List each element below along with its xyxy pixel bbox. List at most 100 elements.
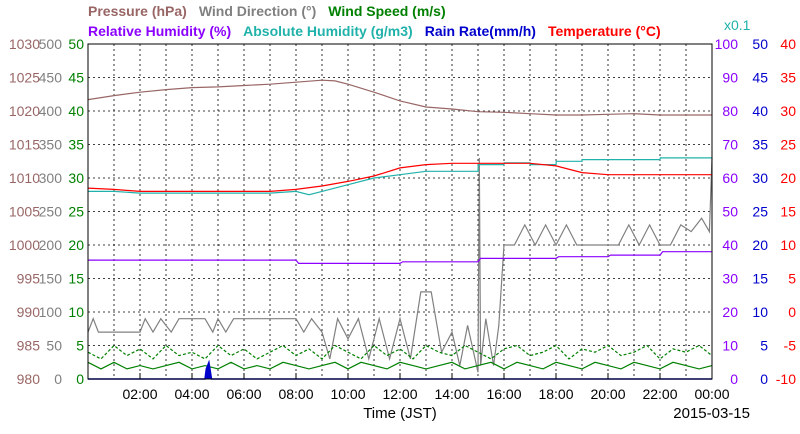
series-relative-humidity (88, 251, 712, 264)
wind_direction-tick-label: 500 (39, 36, 63, 52)
temperature-tick-label: 30 (780, 103, 796, 119)
temperature-tick-label: 15 (780, 204, 796, 220)
wind_direction-tick-label: 200 (39, 237, 63, 253)
wind_speed-tick-label: 35 (68, 137, 84, 153)
temperature-tick-label: 40 (780, 36, 796, 52)
humidity-tick-label: 90 (722, 70, 738, 86)
wind_speed-tick-label: 15 (68, 271, 84, 287)
temperature-tick-label: 0 (788, 304, 796, 320)
humidity-tick-label: 40 (722, 237, 738, 253)
legend-entry: Absolute Humidity (g/m3) (243, 23, 413, 39)
wind_direction-tick-label: 0 (54, 371, 62, 387)
pressure-tick-label: 995 (17, 271, 41, 287)
rain_rate-tick-label: 10 (752, 304, 768, 320)
pressure-tick-label: 1025 (9, 70, 40, 86)
date-label: 2015-03-15 (673, 405, 750, 422)
temperature-tick-label: 5 (788, 271, 796, 287)
wind_direction-tick-label: 150 (39, 271, 63, 287)
rain_rate-tick-label: 35 (752, 137, 768, 153)
humidity-tick-label: 100 (715, 36, 739, 52)
pressure-tick-label: 1000 (9, 237, 40, 253)
x-tick-label: 06:00 (226, 386, 261, 402)
legend-entry: Rain Rate(mm/h) (425, 23, 536, 39)
legend-row: Pressure (hPa) Wind Direction (°) Wind Spe… (88, 3, 446, 19)
wind_speed-tick-label: 5 (76, 338, 84, 354)
series-pressure (87, 79, 712, 116)
rain_rate-tick-label: 5 (760, 338, 768, 354)
series-wind-speed-max (87, 344, 713, 360)
temperature-tick-label: 35 (780, 70, 796, 86)
temperature-tick-label: -5 (784, 338, 797, 354)
wind_direction-tick-label: 350 (39, 137, 63, 153)
wind_speed-tick-label: 10 (68, 304, 84, 320)
humidity-tick-label: 10 (722, 338, 738, 354)
pressure-tick-label: 980 (17, 371, 41, 387)
wind_speed-tick-label: 25 (68, 204, 84, 220)
legend-entry: Pressure (hPa) (88, 3, 187, 19)
pressure-tick-label: 1030 (9, 36, 40, 52)
humidity-tick-label: 30 (722, 271, 738, 287)
pressure-tick-label: 1020 (9, 103, 40, 119)
humidity-tick-label: 80 (722, 103, 738, 119)
series-wind-direction (87, 157, 713, 373)
pressure-tick-label: 985 (17, 338, 41, 354)
humidity-tick-label: 60 (722, 170, 738, 186)
temperature-tick-label: 20 (780, 170, 796, 186)
x-tick-label: 08:00 (278, 386, 313, 402)
wind_direction-tick-label: 300 (39, 170, 63, 186)
wind_speed-tick-label: 50 (68, 36, 84, 52)
x-tick-label: 22:00 (642, 386, 677, 402)
pressure-tick-label: 1010 (9, 170, 40, 186)
temperature-tick-label: 25 (780, 137, 796, 153)
wind_direction-tick-label: 50 (46, 338, 62, 354)
x-axis-title: Time (JST) (363, 405, 437, 422)
abs-humidity-multiplier: x0.1 (724, 17, 751, 33)
wind_direction-tick-label: 250 (39, 204, 63, 220)
rain_rate-tick-label: 15 (752, 271, 768, 287)
humidity-tick-label: 70 (722, 137, 738, 153)
x-tick-label: 12:00 (382, 386, 417, 402)
temperature-tick-label: -10 (776, 371, 796, 387)
x-axis: 02:00 04:00 06:00 08:00 10:00 12:00 14:00 16:00… (122, 373, 730, 402)
humidity-tick-label: 50 (722, 204, 738, 220)
pressure-tick-label: 1005 (9, 204, 40, 220)
humidity-tick-label: 0 (730, 371, 738, 387)
grid (88, 44, 712, 379)
legend: Pressure (hPa) Wind Direction (°) Wind Spe… (88, 3, 751, 39)
rain_rate-tick-label: 25 (752, 204, 768, 220)
x-tick-label: 00:00 (694, 386, 729, 402)
wind_direction-tick-label: 400 (39, 103, 63, 119)
wind_speed-tick-label: 45 (68, 70, 84, 86)
series-absolute-humidity-x0-1 (88, 157, 712, 196)
wind_direction-tick-label: 100 (39, 304, 63, 320)
rain_rate-tick-label: 50 (752, 36, 768, 52)
x-tick-label: 02:00 (122, 386, 157, 402)
rain_rate-tick-label: 45 (752, 70, 768, 86)
pressure-tick-label: 1015 (9, 137, 40, 153)
legend-entry: Wind Speed (m/s) (328, 3, 445, 19)
wind_direction-tick-label: 450 (39, 70, 63, 86)
x-tick-label: 10:00 (330, 386, 365, 402)
x-tick-label: 18:00 (538, 386, 573, 402)
series-wind-speed (87, 361, 713, 370)
x-tick-label: 20:00 (590, 386, 625, 402)
legend-entry: Wind Direction (°) (199, 3, 316, 19)
humidity-tick-label: 20 (722, 304, 738, 320)
rain_rate-tick-label: 30 (752, 170, 768, 186)
pressure-tick-label: 990 (17, 304, 41, 320)
legend-row: Relative Humidity (%) Absolute Humidity (… (88, 23, 661, 39)
legend-entry: Relative Humidity (%) (88, 23, 231, 39)
wind_speed-tick-label: 30 (68, 170, 84, 186)
rain_rate-tick-label: 40 (752, 103, 768, 119)
rain_rate-tick-label: 20 (752, 237, 768, 253)
series-layer (87, 79, 713, 380)
wind_speed-tick-label: 40 (68, 103, 84, 119)
series-temperature (87, 162, 712, 192)
legend-entry: Temperature (°C) (548, 23, 661, 39)
temperature-tick-label: 10 (780, 237, 796, 253)
wind_speed-tick-label: 20 (68, 237, 84, 253)
x-tick-label: 14:00 (434, 386, 469, 402)
rain_rate-tick-label: 0 (760, 371, 768, 387)
y-axes: 9809859909951000100510101015102010251030… (9, 36, 796, 387)
